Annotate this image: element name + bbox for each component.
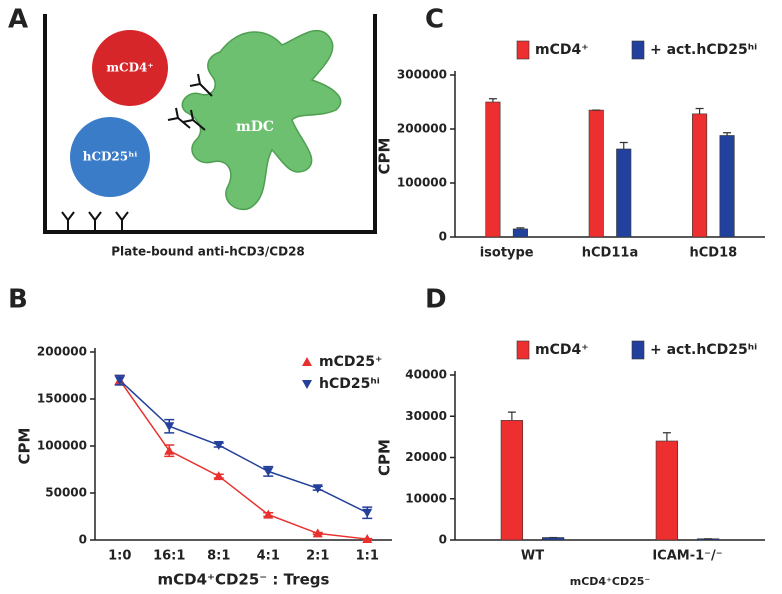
error-bar — [507, 411, 516, 421]
y-tick-label: 20000 — [405, 450, 447, 464]
error-bar — [662, 432, 671, 441]
cell-red — [92, 30, 168, 106]
legend-swatch — [516, 340, 530, 360]
marker — [213, 441, 224, 451]
marker — [362, 534, 373, 544]
x-tick-label: 4:1 — [257, 549, 280, 564]
bar — [485, 101, 501, 238]
panel-letter: A — [8, 5, 28, 35]
legend-marker — [302, 357, 312, 366]
y-tick-label: 40000 — [405, 368, 447, 382]
cell-label: mCD4⁺ — [106, 61, 153, 75]
cell-blue — [70, 117, 150, 197]
y-tick-label: 100000 — [37, 439, 87, 453]
x-tick-label: hCD18 — [689, 246, 737, 261]
legend-label: mCD4⁺ — [535, 342, 589, 358]
x-tick-label: 8:1 — [207, 549, 230, 564]
error-bar — [723, 132, 732, 136]
antibodies — [61, 73, 213, 230]
legend-label: mCD4⁺ — [535, 42, 589, 58]
x-tick-label: 1:1 — [356, 549, 379, 564]
y-tick-label: 150000 — [37, 392, 87, 406]
diagram: A mCD4⁺ hCD25ʰⁱ mDC Plate-bound anti-hCD… — [8, 5, 377, 259]
series-line — [119, 379, 368, 540]
marker — [362, 508, 373, 518]
bar — [692, 113, 708, 238]
y-axis-label: CPM — [16, 428, 34, 465]
y-tick-label: 300000 — [397, 68, 447, 82]
bar — [719, 135, 735, 238]
y-tick-label: 0 — [79, 533, 87, 547]
legend-swatch — [516, 40, 530, 60]
legend-swatch — [631, 40, 645, 60]
marker — [312, 484, 323, 494]
bar — [500, 420, 524, 541]
legend-label: + act.hCD25ʰⁱ — [650, 42, 757, 58]
x-tick-label: 16:1 — [153, 549, 185, 564]
panel-letter: B — [8, 285, 28, 315]
x-tick-label: WT — [521, 549, 544, 564]
marker — [263, 509, 274, 519]
y-tick-label: 200000 — [397, 122, 447, 136]
panel-letter: D — [425, 285, 447, 315]
legend-label: mCD25⁺ — [319, 354, 382, 370]
bar — [588, 109, 604, 238]
marker — [213, 471, 224, 481]
x-tick-label: isotype — [480, 246, 534, 261]
chart: C 0 100000 200000 300000 CPM isotype hCD11a hCD1… — [376, 5, 765, 261]
x-tick-label: ICAM-1⁻/⁻ — [652, 549, 722, 564]
marker — [312, 528, 323, 538]
well — [43, 14, 377, 234]
caption: Plate-bound anti-hCD3/CD28 — [111, 245, 305, 259]
error-bar — [695, 107, 704, 114]
marker — [164, 445, 175, 455]
chart: B 0 50000 100000 150000 200000 CPM 1:0 16:1 8:1 4:… — [8, 285, 392, 589]
bar — [655, 440, 679, 541]
panel-letter: C — [425, 5, 444, 35]
bar — [616, 148, 632, 238]
legend-swatch — [631, 340, 645, 360]
marker — [164, 422, 175, 432]
x-tick-label: hCD11a — [582, 246, 638, 261]
error-bar — [516, 227, 525, 229]
y-tick-label: 10000 — [405, 491, 447, 505]
error-bar — [488, 98, 497, 102]
x-axis-label: mCD4⁺CD25⁻ : Tregs — [158, 571, 330, 589]
dendritic-cell — [181, 29, 342, 211]
y-axis-label: CPM — [376, 439, 394, 476]
marker — [114, 376, 125, 386]
y-tick-label: 0 — [439, 230, 447, 244]
legend-label: hCD25ʰⁱ — [319, 376, 380, 392]
legend-label: + act.hCD25ʰⁱ — [650, 342, 757, 358]
x-axis-label: mCD4⁺CD25⁻ — [570, 575, 651, 588]
cell-label: hCD25ʰⁱ — [83, 150, 138, 164]
y-tick-label: 100000 — [397, 176, 447, 190]
x-tick-label: 1:0 — [108, 549, 131, 564]
y-axis-label: CPM — [376, 138, 394, 175]
bar — [512, 228, 528, 238]
y-tick-label: 50000 — [45, 486, 87, 500]
marker — [263, 467, 274, 477]
legend-marker — [302, 380, 312, 389]
y-tick-label: 200000 — [37, 345, 87, 359]
y-tick-label: 30000 — [405, 409, 447, 423]
error-bar — [619, 141, 628, 149]
series-line — [119, 379, 368, 514]
dc-label: mDC — [236, 119, 274, 135]
x-tick-label: 2:1 — [306, 549, 329, 564]
y-tick-label: 0 — [439, 533, 447, 547]
